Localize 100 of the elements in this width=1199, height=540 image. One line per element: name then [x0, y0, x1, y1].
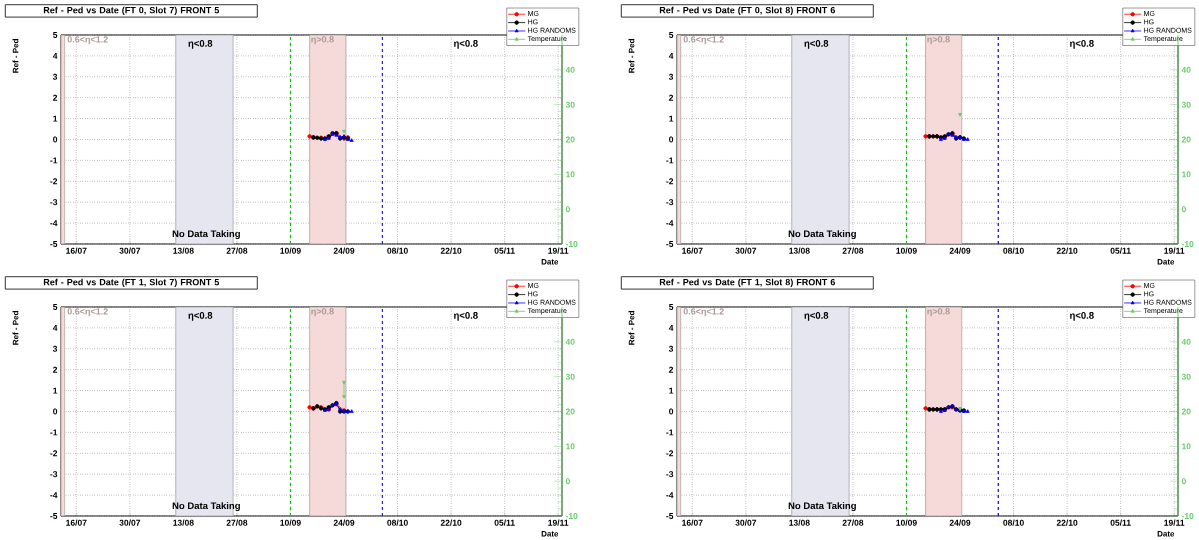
y-tick-label: 2	[53, 94, 58, 101]
x-tick-label: 19/11	[1164, 247, 1185, 254]
y2-tick-label: 10	[1182, 171, 1191, 178]
x-tick-label: 30/07	[735, 247, 757, 254]
y-tick-label: -5	[666, 241, 674, 247]
y-tick-label: -2	[50, 178, 58, 185]
chart-title: Ref - Ped vs Date (FT 0, Slot 8) FRONT 6	[659, 6, 835, 16]
x-tick-label: 27/08	[842, 247, 864, 254]
y-tick-label: -3	[666, 471, 674, 478]
x-tick-label: 05/11	[494, 519, 515, 526]
y-tick-label: 1	[53, 387, 58, 394]
y-tick-label: -5	[666, 513, 674, 519]
y-tick-label: 5	[53, 32, 58, 38]
x-tick-label: 24/09	[333, 519, 355, 526]
y-axis-title: Ref - Ped	[628, 39, 635, 73]
x-tick-label: 13/08	[789, 247, 810, 254]
y-tick-label: 4	[52, 324, 58, 331]
y2-tick-label: 20	[1181, 136, 1191, 143]
y-tick-label: -4	[50, 492, 58, 499]
y-tick-label: 1	[53, 115, 58, 122]
x-tick-label: 22/10	[440, 519, 462, 526]
x-tick-label: 30/07	[735, 519, 757, 526]
y-tick-label: 4	[52, 52, 58, 59]
y-tick-label: 3	[668, 345, 674, 352]
x-tick-label: 08/10	[387, 247, 408, 254]
y-tick-label: -1	[50, 157, 58, 164]
band-label: 0.6<η<1.2	[67, 308, 108, 317]
y2-tick-label: -10	[565, 240, 578, 247]
y2-tick-label: 20	[565, 408, 575, 415]
band-label: η>0.8	[927, 308, 950, 317]
x-tick-label: 22/10	[440, 247, 462, 254]
x-tick-label: 16/07	[66, 247, 87, 254]
chart-title: Ref - Ped vs Date (FT 1, Slot 7) FRONT 5	[43, 278, 220, 288]
annotation: η<0.8	[804, 40, 829, 49]
y-tick-label: 1	[669, 387, 674, 394]
y2-tick-label: 20	[1181, 408, 1191, 415]
annotation: No Data Taking	[788, 230, 856, 240]
y-tick-label: -5	[50, 241, 58, 247]
x-tick-label: 19/11	[1164, 519, 1185, 526]
band-label: η>0.8	[311, 308, 334, 317]
x-tick-label: 27/08	[226, 519, 248, 526]
annotation: No Data Taking	[172, 502, 240, 512]
y2-tick-label: 0	[1181, 478, 1186, 485]
y2-tick-label: 10	[566, 171, 575, 178]
y-tick-label: -3	[666, 199, 674, 206]
y-tick-label: -2	[50, 450, 58, 457]
x-tick-label: 08/10	[1003, 247, 1024, 254]
y-tick-label: 3	[668, 73, 674, 80]
y-tick-label: -3	[50, 471, 58, 478]
y-tick-label: 0	[53, 408, 58, 415]
x-tick-label: 16/07	[682, 247, 703, 254]
annotation: No Data Taking	[788, 502, 856, 512]
y2-tick-label: 30	[1181, 101, 1191, 108]
chart-title: Ref - Ped vs Date (FT 0, Slot 7) FRONT 5	[43, 6, 220, 16]
band-label: 0.6<η<1.2	[67, 36, 108, 45]
y-tick-label: 3	[52, 345, 58, 352]
y2-tick-label: 40	[565, 66, 575, 73]
y-tick-label: 0	[669, 408, 674, 415]
x-axis-title: Date	[541, 259, 559, 265]
y2-tick-label: 30	[1181, 373, 1191, 380]
y2-tick-label: 20	[565, 136, 575, 143]
x-tick-label: 19/11	[548, 247, 569, 254]
x-tick-label: 10/09	[280, 519, 301, 526]
x-axis-title: Date	[541, 531, 559, 537]
y2-tick-label: -10	[1181, 512, 1194, 519]
y2-tick-label: 10	[566, 443, 575, 450]
x-tick-label: 08/10	[387, 519, 408, 526]
x-tick-label: 24/09	[949, 247, 971, 254]
x-tick-label: 30/07	[119, 247, 141, 254]
y-tick-label: 2	[669, 366, 674, 373]
y-tick-label: -1	[50, 429, 58, 436]
annotation: η<0.8	[804, 312, 829, 321]
chart-title: Ref - Ped vs Date (FT 1, Slot 8) FRONT 6	[659, 278, 835, 288]
x-tick-label: 24/09	[949, 519, 971, 526]
y-axis-title: Ref - Ped	[628, 311, 635, 345]
x-axis-title: Date	[1157, 259, 1175, 265]
y2-tick-label: 40	[1181, 66, 1191, 73]
y-tick-label: 1	[669, 115, 674, 122]
x-tick-label: 19/11	[548, 519, 569, 526]
y-tick-label: 5	[669, 304, 674, 310]
y-tick-label: -1	[666, 157, 674, 164]
annotation: η<0.8	[1070, 312, 1094, 321]
y2-tick-label: 10	[1182, 443, 1191, 450]
band-label: η>0.8	[311, 36, 334, 45]
x-tick-label: 22/10	[1056, 247, 1078, 254]
annotation: No Data Taking	[172, 230, 240, 240]
y-tick-label: -3	[50, 199, 58, 206]
y-tick-label: -2	[666, 450, 674, 457]
x-axis-title: Date	[1157, 531, 1175, 537]
x-tick-label: 05/11	[494, 247, 515, 254]
band-label: 0.6<η<1.2	[683, 308, 724, 317]
y-tick-label: 0	[53, 136, 58, 143]
y-tick-label: 2	[53, 366, 58, 373]
y2-tick-label: 0	[1181, 206, 1186, 213]
annotation: η<0.8	[454, 40, 478, 49]
y-tick-label: -4	[50, 220, 58, 227]
x-tick-label: 10/09	[896, 519, 917, 526]
y-tick-label: 4	[668, 324, 674, 331]
x-tick-label: 10/09	[896, 247, 917, 254]
x-tick-label: 16/07	[682, 519, 703, 526]
